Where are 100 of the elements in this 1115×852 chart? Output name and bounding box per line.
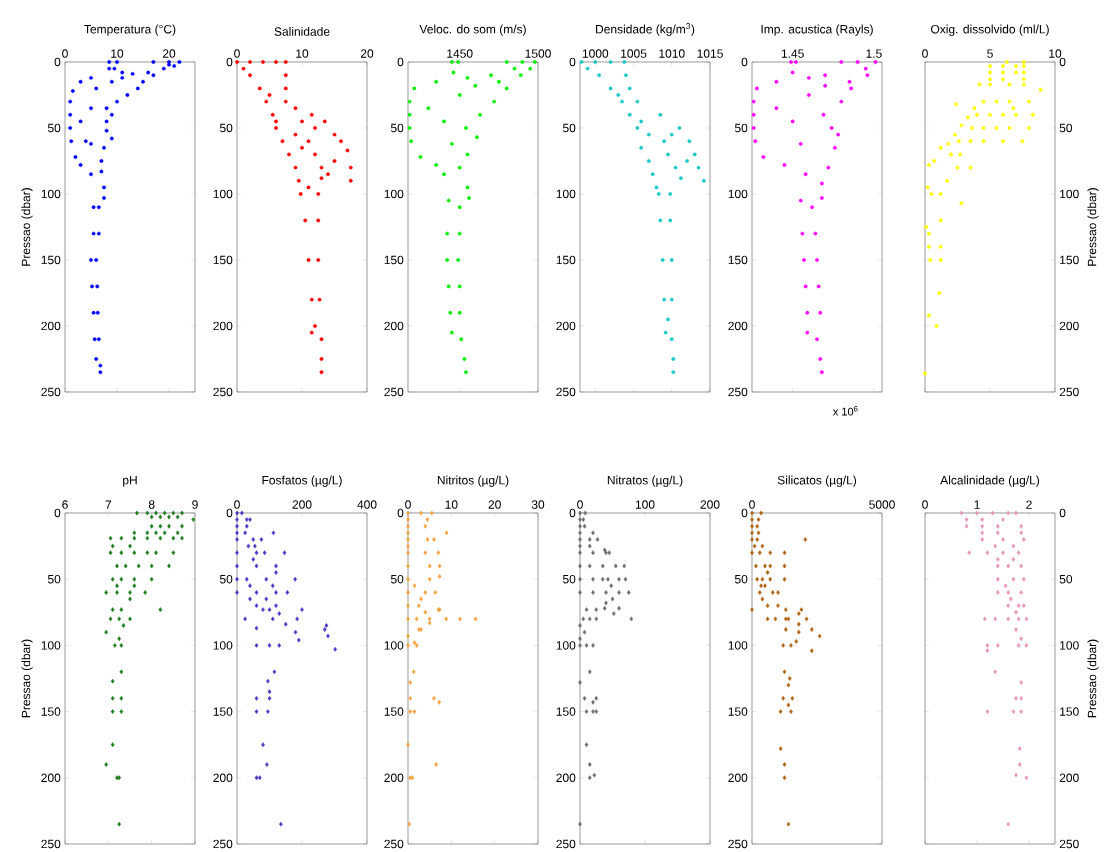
x-tick-label: 20 xyxy=(488,500,501,509)
y-tick-label: 50 xyxy=(1059,574,1073,584)
y-tick-label: 100 xyxy=(728,641,748,650)
y-tick-label: 250 xyxy=(728,387,748,397)
y-tick-label: 150 xyxy=(41,255,61,265)
x-tick-label: 8 xyxy=(148,500,155,509)
y-tick-label: 250 xyxy=(728,839,748,849)
x-tick-label: 200 xyxy=(700,500,720,509)
y-axis-title: Pressao (dbar) xyxy=(21,639,33,718)
y-tick-label: 200 xyxy=(384,773,404,783)
y-tick-label: 150 xyxy=(1060,255,1079,265)
y-tick-label: 250 xyxy=(41,839,61,849)
y-tick-label: 250 xyxy=(1059,839,1079,849)
y-tick-label: 200 xyxy=(728,321,748,331)
y-tick-label: 200 xyxy=(556,773,576,783)
chart-title: Alcalinidade (µg/L) xyxy=(940,475,1040,487)
x-tick-label: 20 xyxy=(360,49,374,58)
x-tick-label: 0 xyxy=(922,500,928,509)
x-tick-label: 1005 xyxy=(621,49,647,58)
chart-title: Fosfatos (µg/L) xyxy=(262,475,342,487)
y-tick-label: 50 xyxy=(390,574,404,584)
y-tick-label: 50 xyxy=(562,574,576,584)
y-tick-label: 250 xyxy=(41,387,61,397)
y-tick-label: 250 xyxy=(213,839,233,849)
y-tick-label: 150 xyxy=(728,255,748,265)
chart-title: Nitritos (µg/L) xyxy=(437,475,509,487)
x-tick-label: 0 xyxy=(405,500,411,509)
y-tick-label: 100 xyxy=(1060,189,1079,199)
y-tick-label: 50 xyxy=(47,123,61,133)
y-tick-label: 150 xyxy=(384,707,404,716)
x-tick-label: 10 xyxy=(1049,49,1062,58)
y-tick-label: 0 xyxy=(226,508,233,518)
x-tick-label: 0 xyxy=(234,49,240,58)
chart-title: Veloc. do som (m/s) xyxy=(419,24,526,36)
y-tick-label: 150 xyxy=(556,707,576,716)
y-tick-label: 150 xyxy=(213,707,233,716)
chart-title: Temperatura (°C) xyxy=(84,24,176,36)
y-tick-label: 100 xyxy=(556,189,576,199)
x-tick-label: 20 xyxy=(162,49,176,58)
y-tick-label: 0 xyxy=(741,57,748,67)
y-tick-label: 150 xyxy=(556,255,576,265)
y-tick-label: 250 xyxy=(384,839,404,849)
y-tick-label: 200 xyxy=(41,321,61,331)
y-tick-label: 200 xyxy=(728,773,748,783)
y-tick-label: 250 xyxy=(213,387,233,397)
y-tick-label: 250 xyxy=(384,387,404,397)
y-tick-label: 0 xyxy=(397,57,404,67)
x-tick-label: 1000 xyxy=(582,49,609,58)
y-tick-label: 100 xyxy=(213,641,233,650)
y-tick-label: 100 xyxy=(41,641,61,650)
x-tick-label: 100 xyxy=(635,500,655,509)
x-tick-label: 5 xyxy=(987,49,993,58)
y-tick-label: 0 xyxy=(569,508,576,518)
chart-title: Oxig. dissolvido (ml/L) xyxy=(931,24,1049,36)
chart-title: Densidade (kg/m$^{3}$) xyxy=(596,23,695,36)
y-tick-label: 0 xyxy=(54,57,61,67)
x-tick-label: 1.5 xyxy=(866,49,882,58)
y-axis-title: Pressao (dbar) xyxy=(21,188,33,266)
x-tick-label: 10 xyxy=(445,500,458,509)
x-tick-label: 10 xyxy=(111,49,124,58)
x-tick-label: 7 xyxy=(105,500,112,509)
x-tick-label: 0 xyxy=(922,49,928,58)
x-tick-label: 1010 xyxy=(659,49,685,58)
y-tick-label: 100 xyxy=(41,189,61,199)
y-axis-title: Pressao (dbar) xyxy=(1087,188,1099,266)
y-tick-label: 200 xyxy=(1059,773,1079,783)
x-tick-label: 200 xyxy=(292,500,312,509)
y-tick-label: 200 xyxy=(1059,321,1079,331)
y-tick-label: 0 xyxy=(569,57,576,67)
y-tick-label: 50 xyxy=(219,574,233,584)
y-tick-label: 100 xyxy=(556,641,576,650)
y-tick-label: 100 xyxy=(384,189,404,199)
y-tick-label: 50 xyxy=(1059,123,1073,133)
x-tick-label: 0 xyxy=(62,49,68,58)
y-tick-label: 150 xyxy=(728,707,748,716)
x-tick-label: 1015 xyxy=(697,49,723,58)
y-tick-label: 150 xyxy=(1060,707,1079,716)
x-tick-label: 1.45 xyxy=(781,49,804,58)
x-tick-label: 1 xyxy=(974,500,980,509)
x-tick-label: 9 xyxy=(192,500,198,509)
y-tick-label: 50 xyxy=(562,123,576,133)
x-tick-label: 6 xyxy=(62,500,68,509)
y-tick-label: 150 xyxy=(213,255,233,265)
y-tick-label: 200 xyxy=(384,321,404,331)
chart-title: pH xyxy=(123,476,137,487)
y-axis-title: Pressao (dbar) xyxy=(1087,639,1099,718)
chart-title: Nitratos (µg/L) xyxy=(607,475,683,487)
y-tick-label: 0 xyxy=(226,57,233,67)
text: x 10$^{6}$ xyxy=(832,406,858,416)
y-tick-label: 0 xyxy=(1059,508,1066,518)
chart-title: Imp. acustica (Rayls) xyxy=(761,24,873,36)
y-tick-label: 250 xyxy=(1059,387,1079,397)
x-tick-label: 0 xyxy=(749,500,755,509)
y-tick-label: 50 xyxy=(390,123,404,133)
y-tick-label: 150 xyxy=(41,707,61,716)
y-tick-label: 50 xyxy=(47,574,61,584)
x-tick-label: 30 xyxy=(531,500,545,509)
y-tick-label: 200 xyxy=(213,321,233,331)
x-tick-label: 1500 xyxy=(525,49,551,58)
y-tick-label: 100 xyxy=(384,641,404,650)
